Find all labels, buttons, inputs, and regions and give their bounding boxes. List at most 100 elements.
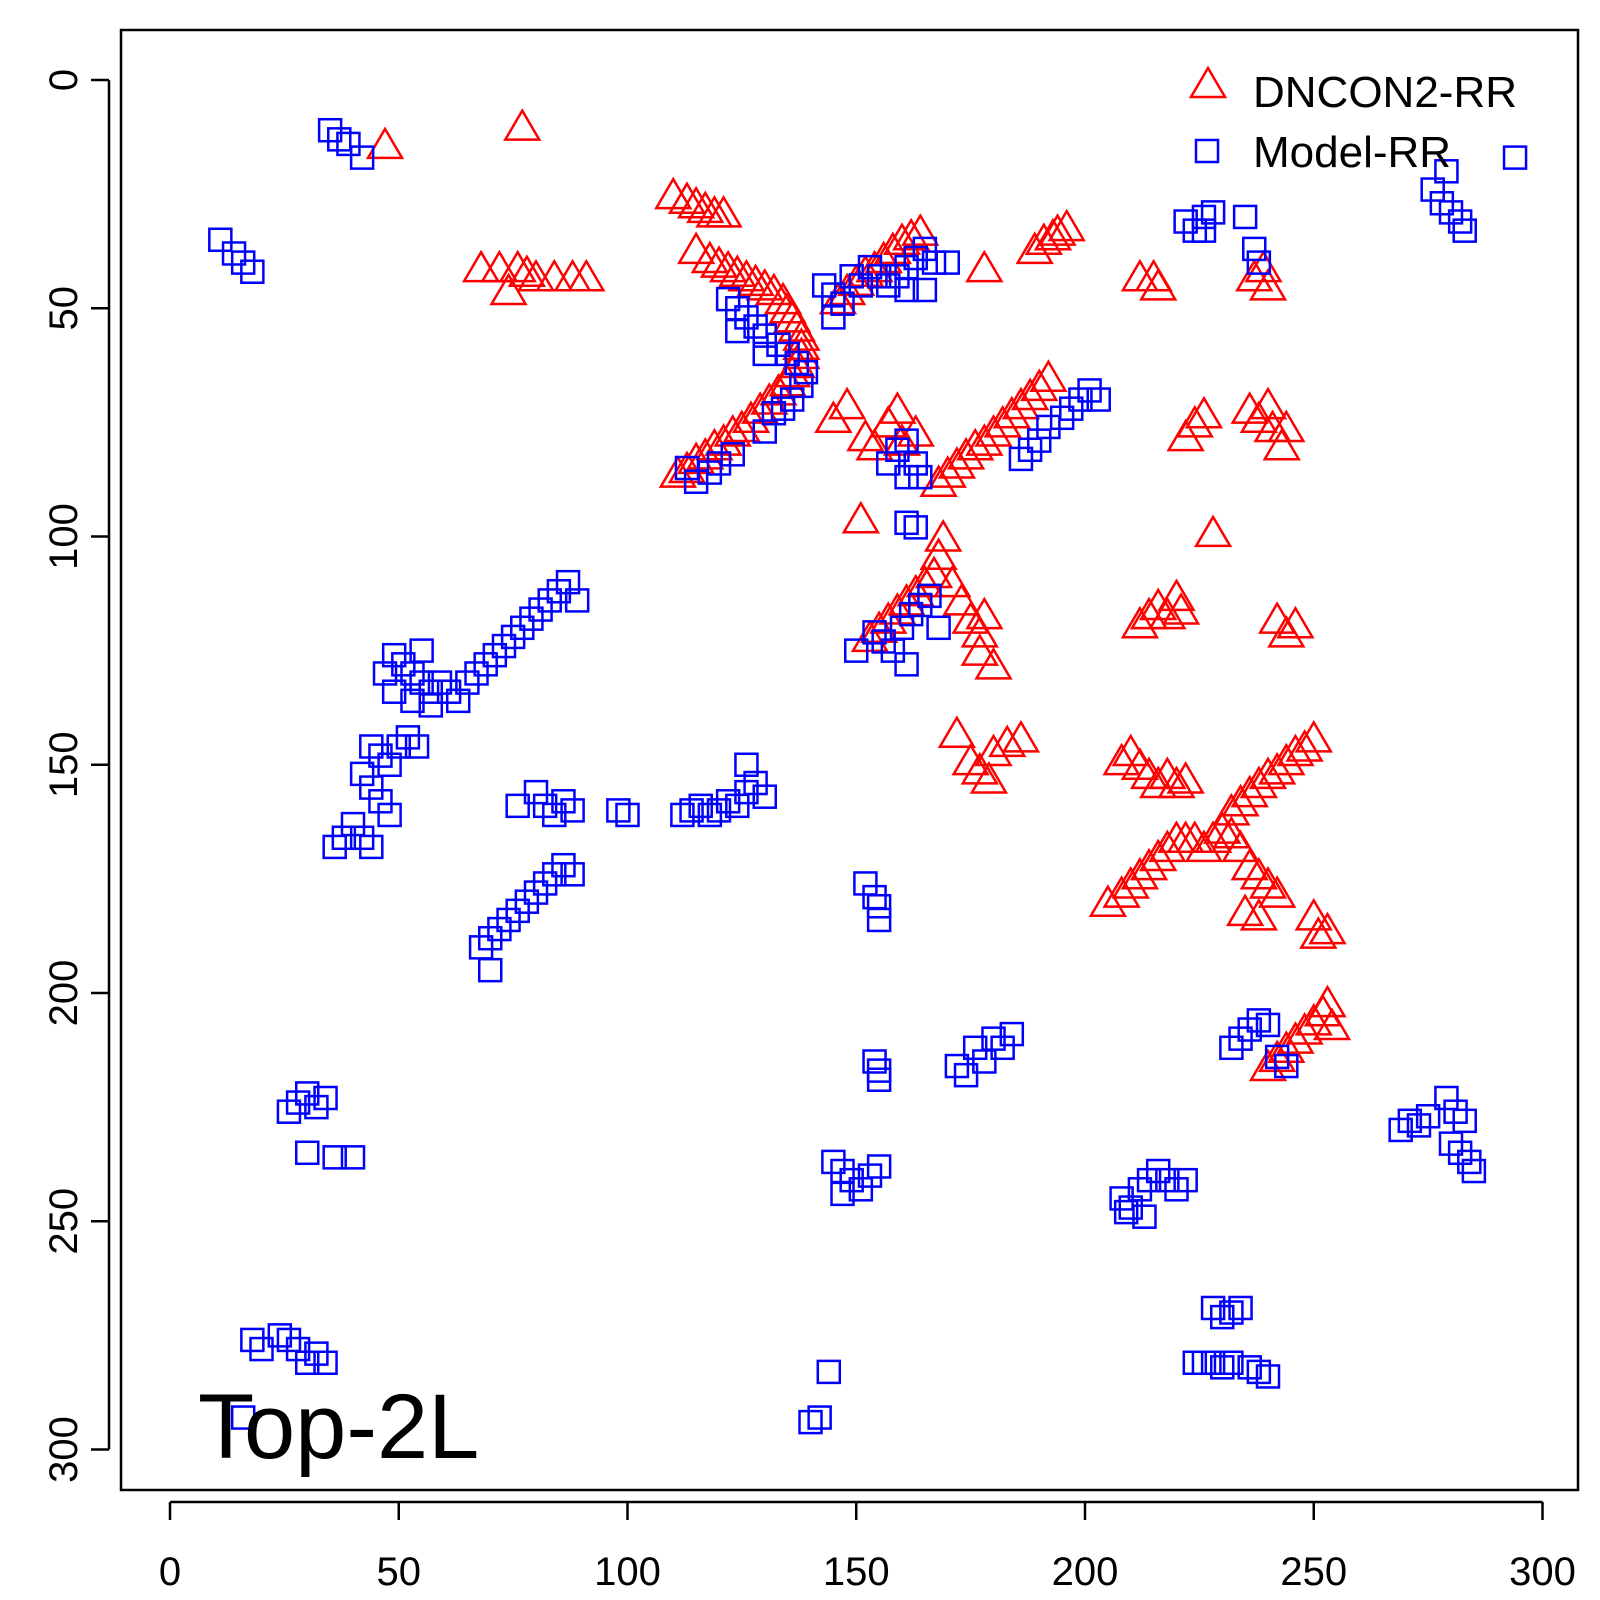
model-point — [386, 734, 411, 759]
dncon2-point — [1267, 1030, 1306, 1064]
model-point — [615, 802, 640, 828]
model-point — [853, 871, 878, 896]
model-point — [953, 1062, 979, 1088]
dncon2-point — [1276, 605, 1315, 639]
dncon2-point — [498, 249, 537, 283]
model-point — [862, 884, 887, 910]
model-point — [1461, 1158, 1487, 1184]
y-tick-label: 100 — [42, 503, 86, 570]
dncon2-point — [1184, 395, 1224, 429]
dncon2-point — [1001, 386, 1041, 420]
model-point — [871, 629, 896, 654]
model-point — [981, 1026, 1006, 1051]
dncon2-point — [969, 760, 1009, 794]
model-point — [734, 752, 759, 777]
dncon2-point — [1294, 719, 1333, 753]
model-point — [340, 811, 366, 837]
model-point — [1173, 1167, 1198, 1193]
model-point — [679, 798, 704, 823]
dncon2-point — [754, 272, 794, 306]
model-point — [1113, 1199, 1139, 1225]
dncon2-point — [699, 245, 739, 278]
model-point — [752, 784, 777, 809]
dncon2-point — [1139, 267, 1178, 301]
dncon2-point — [667, 181, 707, 214]
dncon2-point — [1148, 596, 1187, 630]
model-point — [752, 341, 777, 367]
model-point — [1443, 1099, 1468, 1124]
model-point — [1415, 1104, 1441, 1129]
model-point — [1219, 1300, 1244, 1325]
model-point — [743, 314, 768, 339]
dncon2-point — [365, 126, 405, 160]
model-point — [445, 688, 471, 714]
model-point — [1164, 1177, 1189, 1202]
model-point — [532, 793, 558, 819]
legend-label-dncon2: DNCON2-RR — [1253, 68, 1517, 117]
model-point — [564, 588, 590, 613]
dncon2-point — [974, 646, 1013, 680]
dncon2-point — [1157, 578, 1196, 612]
model-point — [500, 624, 526, 650]
dncon2-point — [859, 610, 899, 644]
model-point — [322, 834, 347, 860]
model-point — [1118, 1195, 1143, 1220]
dncon2-point — [1276, 1021, 1315, 1054]
model-point — [1502, 145, 1528, 170]
dncon2-point — [1139, 587, 1178, 621]
model-point — [240, 259, 265, 284]
model-point — [381, 642, 407, 668]
model-point — [752, 323, 777, 348]
dncon2-point — [1299, 916, 1338, 949]
model-point — [990, 1035, 1015, 1061]
model-point — [1457, 1149, 1482, 1175]
dncon2-point — [1001, 719, 1041, 753]
dncon2-point — [1157, 765, 1196, 799]
model-point — [267, 1323, 293, 1348]
model-point — [839, 1167, 864, 1193]
dncon2-point — [923, 519, 963, 552]
series-square — [208, 117, 1528, 1435]
y-tick-label: 150 — [42, 731, 86, 798]
dncon2-point — [759, 372, 798, 406]
dncon2-point — [736, 263, 775, 297]
dncon2-point — [1047, 208, 1086, 242]
model-point — [404, 734, 430, 759]
model-point — [1191, 204, 1217, 230]
model-point — [1406, 1113, 1432, 1138]
model-point — [542, 862, 567, 887]
model-point — [821, 1149, 846, 1175]
y-tick-label: 50 — [42, 286, 86, 331]
model-point — [715, 286, 741, 312]
model-point — [734, 305, 759, 330]
model-point — [555, 569, 581, 595]
model-point — [1191, 218, 1217, 243]
dncon2-point — [882, 222, 922, 256]
dncon2-point — [914, 555, 954, 589]
dncon2-point — [841, 500, 881, 534]
dncon2-point — [965, 423, 1004, 456]
model-point — [1255, 1012, 1281, 1038]
dncon2-point — [1230, 774, 1269, 808]
model-point — [1242, 236, 1267, 262]
model-point — [560, 862, 585, 887]
model-point — [1017, 437, 1043, 463]
dncon2-point — [676, 185, 716, 219]
model-point — [894, 510, 919, 536]
model-point — [1127, 1177, 1153, 1202]
dncon2-point — [686, 190, 725, 224]
model-point — [1434, 1085, 1459, 1111]
model-point — [894, 277, 919, 303]
model-point — [725, 318, 750, 344]
dncon2-point — [667, 450, 707, 484]
dncon2-point — [855, 249, 894, 283]
model-point — [331, 825, 357, 851]
model-point — [230, 1405, 256, 1430]
model-point — [848, 1177, 874, 1202]
model-point — [313, 1350, 338, 1376]
model-point — [697, 802, 723, 828]
dncon2-point — [1294, 1002, 1333, 1036]
model-point — [606, 798, 631, 823]
dncon2-point — [782, 327, 821, 361]
dncon2-point — [928, 455, 967, 488]
